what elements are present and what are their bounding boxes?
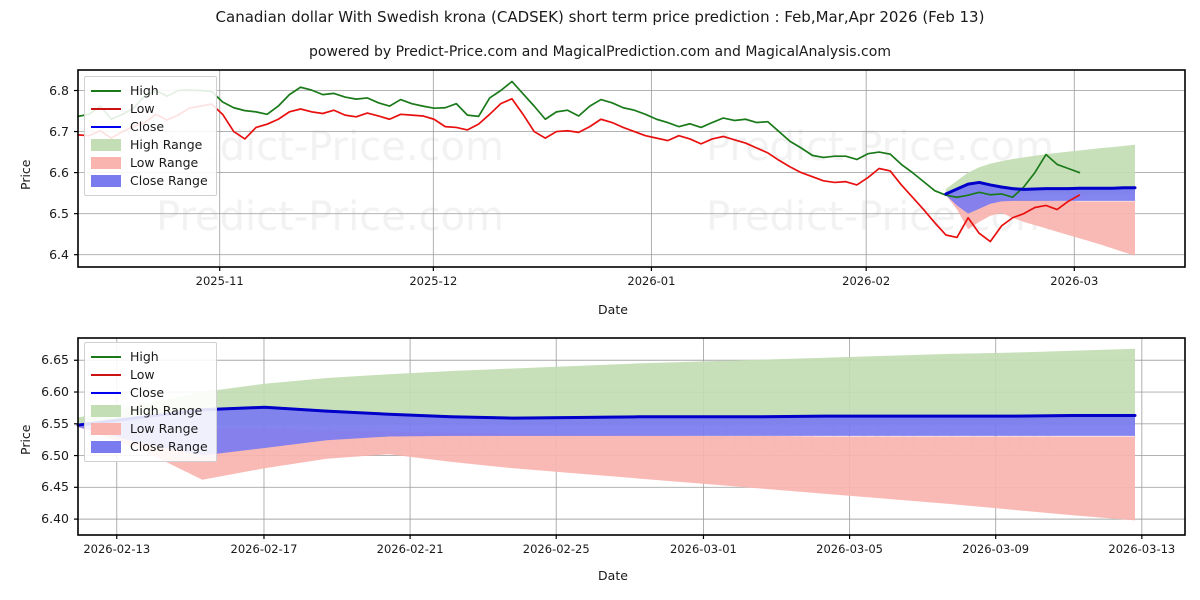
y-tick-label: 6.65 bbox=[41, 352, 69, 368]
legend-item-label: High bbox=[130, 83, 159, 98]
y-tick-label: 6.55 bbox=[41, 415, 69, 431]
legend-item-low-range[interactable]: Low Range bbox=[91, 154, 208, 172]
legend-item-low[interactable]: Low bbox=[91, 100, 208, 118]
overview-x-axis-label: Date bbox=[598, 302, 628, 317]
legend-item-close[interactable]: Close bbox=[91, 384, 208, 402]
x-tick-label: 2026-03-05 bbox=[816, 542, 883, 556]
series-close bbox=[944, 180, 1137, 196]
y-tick-label: 6.45 bbox=[41, 479, 69, 495]
band-high-range bbox=[945, 144, 1135, 194]
legend-line-icon bbox=[91, 369, 121, 381]
legend-patch-icon bbox=[91, 175, 121, 187]
y-tick-label: 6.4 bbox=[49, 246, 69, 262]
x-tick-label: 2026-03-01 bbox=[670, 542, 737, 556]
x-tick-label: 2026-02-21 bbox=[376, 542, 444, 556]
legend-item-label: Close Range bbox=[130, 173, 208, 188]
page-subtitle: powered by Predict-Price.com and Magical… bbox=[309, 44, 891, 60]
band-close-range bbox=[78, 406, 1135, 456]
legend-item-label: Low bbox=[130, 101, 155, 116]
band-low-range bbox=[945, 193, 1135, 256]
x-tick-label: 2026-02 bbox=[842, 274, 891, 288]
y-tick-label: 6.40 bbox=[41, 511, 69, 527]
legend-patch-icon bbox=[91, 441, 121, 453]
band-low-range bbox=[78, 425, 1135, 521]
legend-line-icon bbox=[91, 387, 121, 399]
x-tick-label: 2026-03 bbox=[1050, 274, 1099, 288]
legend-item-high[interactable]: High bbox=[91, 82, 208, 100]
legend-item-label: High Range bbox=[130, 403, 203, 418]
band-high-range bbox=[78, 348, 1135, 426]
legend-item-label: Close Range bbox=[130, 439, 208, 454]
overview-chart-panel: Predict-Price.com Predict-Price.com Predic… bbox=[0, 62, 1200, 320]
legend-item-low-range[interactable]: Low Range bbox=[91, 420, 208, 438]
legend-line-icon bbox=[91, 85, 121, 97]
legend-item-high-range[interactable]: High Range bbox=[91, 402, 208, 420]
legend-item-label: Low Range bbox=[130, 421, 199, 436]
legend-item-close-range[interactable]: Close Range bbox=[91, 172, 208, 190]
y-tick-label: 6.7 bbox=[49, 123, 69, 139]
overview-legend: High Low Close High Range Low Range Close Ran… bbox=[84, 76, 217, 196]
detail-legend: High Low Close High Range Low Range Close Ran… bbox=[84, 342, 217, 462]
y-tick-label: 6.50 bbox=[41, 447, 69, 463]
x-tick-label: 2025-12 bbox=[409, 274, 458, 288]
series-close bbox=[76, 405, 1137, 427]
legend-line-icon bbox=[91, 103, 121, 115]
x-tick-label: 2026-03-13 bbox=[1108, 542, 1176, 556]
x-tick-label: 2026-02-25 bbox=[522, 542, 590, 556]
legend-item-high[interactable]: High bbox=[91, 348, 208, 366]
series-high bbox=[77, 80, 1081, 199]
legend-item-high-range[interactable]: High Range bbox=[91, 136, 208, 154]
page-title: Canadian dollar With Swedish krona (CADS… bbox=[215, 8, 985, 26]
legend-patch-icon bbox=[91, 157, 121, 169]
x-tick-label: 2026-02-13 bbox=[83, 542, 151, 556]
legend-line-icon bbox=[91, 121, 121, 133]
x-tick-label: 2026-01 bbox=[627, 274, 676, 288]
detail-x-axis-label: Date bbox=[598, 568, 628, 583]
x-tick-label: 2026-02-17 bbox=[230, 542, 298, 556]
legend-item-label: Close bbox=[130, 385, 165, 400]
x-tick-label: 2025-11 bbox=[195, 274, 244, 288]
x-tick-label: 2026-03-09 bbox=[962, 542, 1030, 556]
y-tick-label: 6.6 bbox=[49, 164, 69, 180]
y-tick-label: 6.60 bbox=[41, 384, 69, 400]
legend-item-label: High bbox=[130, 349, 159, 364]
overview-chart-svg: Predict-Price.com Predict-Price.comPredic… bbox=[74, 69, 1186, 271]
legend-line-icon bbox=[91, 351, 121, 363]
legend-item-label: Low bbox=[130, 367, 155, 382]
legend-item-label: Low Range bbox=[130, 155, 199, 170]
legend-item-label: Close bbox=[130, 119, 165, 134]
legend-patch-icon bbox=[91, 423, 121, 435]
series-low bbox=[77, 97, 1081, 243]
legend-item-low[interactable]: Low bbox=[91, 366, 208, 384]
svg-text:Predict-Price.com: Predict-Price.com bbox=[156, 194, 504, 240]
legend-patch-icon bbox=[91, 139, 121, 151]
legend-patch-icon bbox=[91, 405, 121, 417]
legend-item-close-range[interactable]: Close Range bbox=[91, 438, 208, 456]
y-tick-label: 6.5 bbox=[49, 205, 69, 221]
legend-item-close[interactable]: Close bbox=[91, 118, 208, 136]
y-tick-label: 6.8 bbox=[49, 82, 69, 98]
legend-item-label: High Range bbox=[130, 137, 203, 152]
